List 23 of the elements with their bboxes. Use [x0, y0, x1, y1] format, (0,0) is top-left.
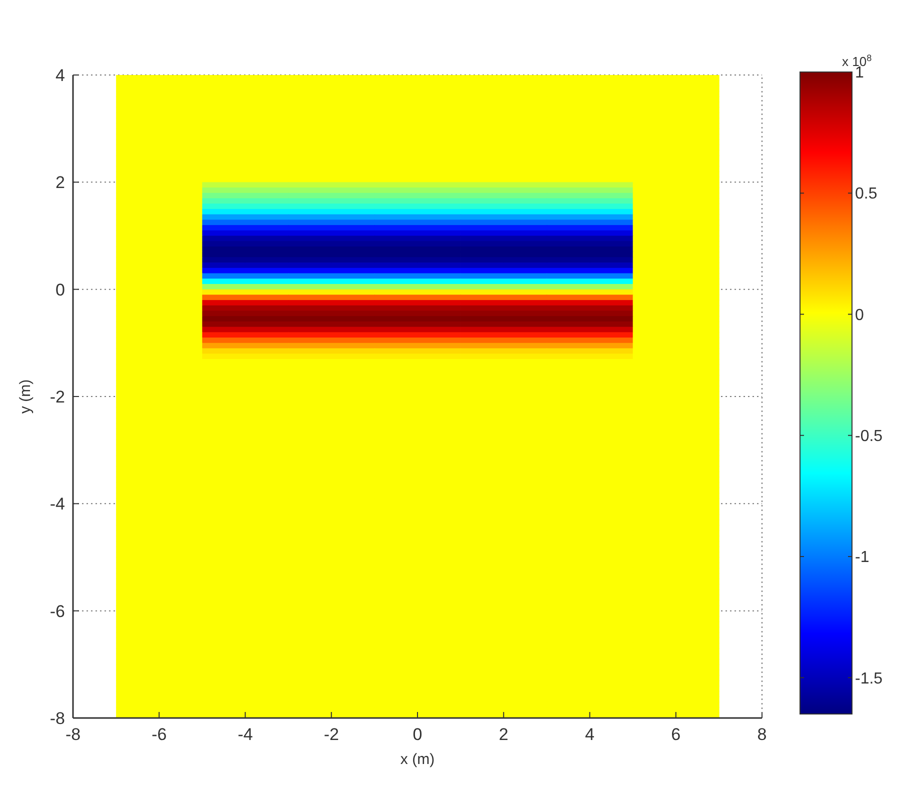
x-tick-label: 2: [498, 725, 508, 744]
x-tick-label: 6: [671, 725, 681, 744]
x-tick-label: -4: [238, 725, 253, 744]
y-tick-label: -8: [50, 708, 65, 728]
y-tick-label: 0: [56, 280, 65, 300]
y-tick-label: -6: [50, 602, 65, 621]
y-tick-label: -4: [50, 494, 65, 514]
color-bar-label: 0.5: [855, 186, 878, 203]
color-bar-label: 1: [855, 64, 864, 82]
y-tick-label: 4: [56, 66, 65, 85]
y-tick-label: 2: [56, 173, 65, 192]
x-tick-label: -6: [152, 725, 167, 744]
x-tick-label: 8: [757, 725, 767, 744]
x-tick-label: 0: [412, 725, 422, 744]
color-bar-label: -1.5: [855, 670, 883, 688]
color-bar-label: -1: [855, 549, 870, 566]
color-bar-label: 0: [855, 306, 864, 324]
x-tick-label: 4: [585, 725, 594, 744]
y-axis-title: y (m): [17, 379, 34, 414]
color-bar-label: -0.5: [855, 428, 883, 445]
x-tick-label: -2: [324, 725, 339, 744]
x-axis-title: x (m): [400, 751, 435, 768]
y-tick-label: -2: [50, 387, 65, 406]
